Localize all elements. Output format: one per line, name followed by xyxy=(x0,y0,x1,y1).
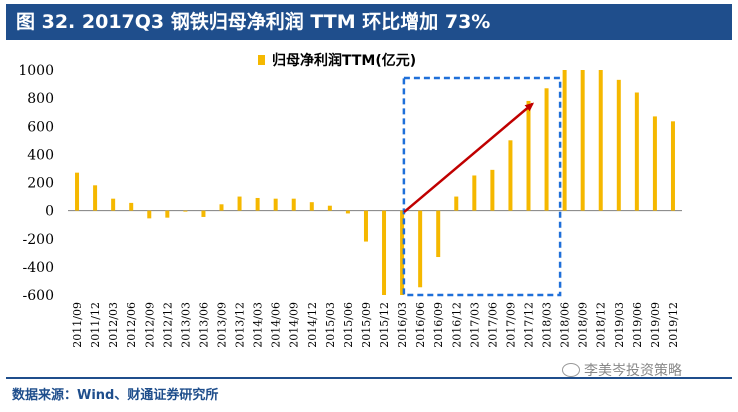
x-tick-label: 2012/03 xyxy=(107,302,120,348)
legend-label: 归母净利润TTM(亿元) xyxy=(272,52,416,69)
y-tick-label: 200 xyxy=(27,176,54,192)
bar xyxy=(490,169,495,211)
x-tick-label: 2014/06 xyxy=(270,302,283,348)
bar xyxy=(454,196,459,211)
bar xyxy=(255,197,260,211)
bar xyxy=(580,70,585,211)
bar xyxy=(75,172,80,211)
x-tick-label: 2017/09 xyxy=(504,302,517,348)
x-tick-label: 2018/06 xyxy=(559,302,572,348)
bar xyxy=(129,202,134,211)
x-tick-label: 2019/12 xyxy=(667,302,680,348)
wechat-icon xyxy=(562,363,580,377)
chart-overlays: 归母净利润TTM(亿元) xyxy=(258,52,562,297)
x-tick-label: 2015/12 xyxy=(378,302,391,348)
data-source: 数据来源：Wind、财通证券研究所 xyxy=(12,388,219,403)
footer-divider xyxy=(6,377,732,379)
bar xyxy=(363,210,368,242)
bar xyxy=(562,70,567,211)
bar-chart: -600 -400 -200 0 200 400 600 800 1000 2011/09 2011… xyxy=(18,52,682,348)
bar xyxy=(183,210,188,212)
y-tick-label: -400 xyxy=(23,260,54,276)
axis-labels: -600 -400 -200 0 200 400 600 800 1000 2011/09 2011… xyxy=(18,63,680,348)
bar xyxy=(201,210,206,217)
x-tick-label: 2018/03 xyxy=(541,302,554,348)
x-tick-label: 2015/06 xyxy=(342,302,355,348)
x-tick-label: 2016/03 xyxy=(396,302,409,348)
x-tick-label: 2013/06 xyxy=(197,302,210,348)
legend: 归母净利润TTM(亿元) xyxy=(258,52,416,69)
x-tick-label: 2014/12 xyxy=(306,302,319,348)
x-tick-label: 2011/12 xyxy=(89,302,102,348)
bar xyxy=(634,92,639,211)
header-banner: 图 32. 2017Q3 钢铁归母净利润 TTM 环比增加 73% xyxy=(6,4,732,40)
x-tick-label: 2018/09 xyxy=(577,302,590,348)
x-tick-label: 2012/06 xyxy=(125,302,138,348)
bar xyxy=(345,210,350,214)
figure-title: 图 32. 2017Q3 钢铁归母净利润 TTM 环比增加 73% xyxy=(16,11,491,33)
bar xyxy=(400,210,405,295)
bar xyxy=(436,210,441,258)
bar xyxy=(111,198,116,211)
bar xyxy=(508,140,513,211)
bar-series xyxy=(75,70,675,295)
bar xyxy=(544,88,549,211)
x-tick-label: 2017/12 xyxy=(523,302,536,348)
x-tick-label: 2019/03 xyxy=(613,302,626,348)
y-tick-label: 1000 xyxy=(18,63,54,79)
y-tick-label: 600 xyxy=(27,119,54,135)
y-tick-label: 400 xyxy=(27,147,54,163)
bar xyxy=(147,210,152,219)
watermark: 李美岑投资策略 xyxy=(562,360,682,380)
y-tick-label: -600 xyxy=(23,288,54,304)
y-tick-label: 0 xyxy=(45,204,54,220)
bar xyxy=(273,198,278,211)
bar xyxy=(291,198,296,211)
x-tick-label: 2011/09 xyxy=(71,302,84,348)
bar xyxy=(327,205,332,211)
x-tick-label: 2015/03 xyxy=(324,302,337,348)
bar xyxy=(309,202,314,211)
x-tick-label: 2014/09 xyxy=(288,302,301,348)
x-tick-label: 2013/03 xyxy=(179,302,192,348)
bar xyxy=(598,70,603,211)
x-tick-label: 2017/03 xyxy=(468,302,481,348)
bar xyxy=(165,210,170,218)
legend-swatch xyxy=(258,55,265,65)
x-tick-label: 2012/09 xyxy=(143,302,156,348)
bar xyxy=(472,175,477,211)
x-tick-label: 2019/06 xyxy=(631,302,644,348)
bar xyxy=(93,185,98,211)
x-tick-label: 2014/03 xyxy=(252,302,265,348)
y-tick-label: 800 xyxy=(27,91,54,107)
x-tick-label: 2017/06 xyxy=(486,302,499,348)
x-tick-label: 2018/12 xyxy=(595,302,608,348)
x-tick-label: 2015/09 xyxy=(360,302,373,348)
x-tick-label: 2019/09 xyxy=(649,302,662,348)
trend-arrow xyxy=(403,102,535,213)
x-tick-label: 2013/09 xyxy=(216,302,229,348)
bar xyxy=(418,210,423,288)
bar xyxy=(382,210,387,295)
bar xyxy=(616,79,621,211)
x-tick-label: 2013/12 xyxy=(234,302,247,348)
bar xyxy=(237,196,242,211)
x-tick-label: 2016/12 xyxy=(450,302,463,348)
highlight-box xyxy=(402,76,562,297)
y-tick-label: -200 xyxy=(23,232,54,248)
x-tick-label: 2016/06 xyxy=(414,302,427,348)
watermark-text: 李美岑投资策略 xyxy=(584,363,682,379)
bar xyxy=(219,204,224,211)
x-tick-label: 2016/09 xyxy=(432,302,445,348)
x-tick-label: 2012/12 xyxy=(161,302,174,348)
bar xyxy=(652,116,657,211)
bar xyxy=(526,100,531,211)
bar xyxy=(670,121,675,211)
